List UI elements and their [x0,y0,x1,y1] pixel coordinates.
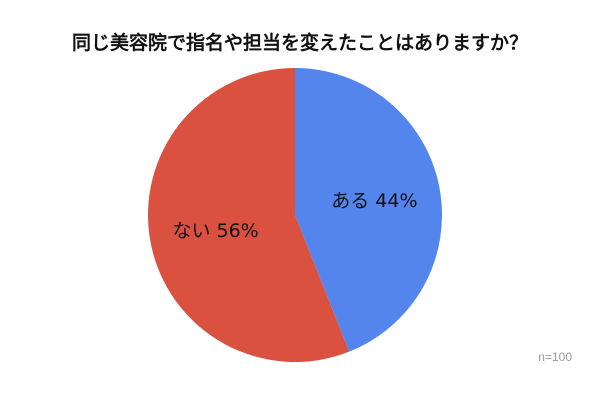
slice-label-0: ある 44% [331,190,417,212]
sample-size-note: n=100 [538,350,572,364]
chart-title: 同じ美容院で指名や担当を変えたことはありますか？ [71,32,528,54]
pie-slice-0 [295,68,443,352]
slice-label-1: ない 56% [172,220,258,242]
pie-slice-1 [148,68,350,362]
